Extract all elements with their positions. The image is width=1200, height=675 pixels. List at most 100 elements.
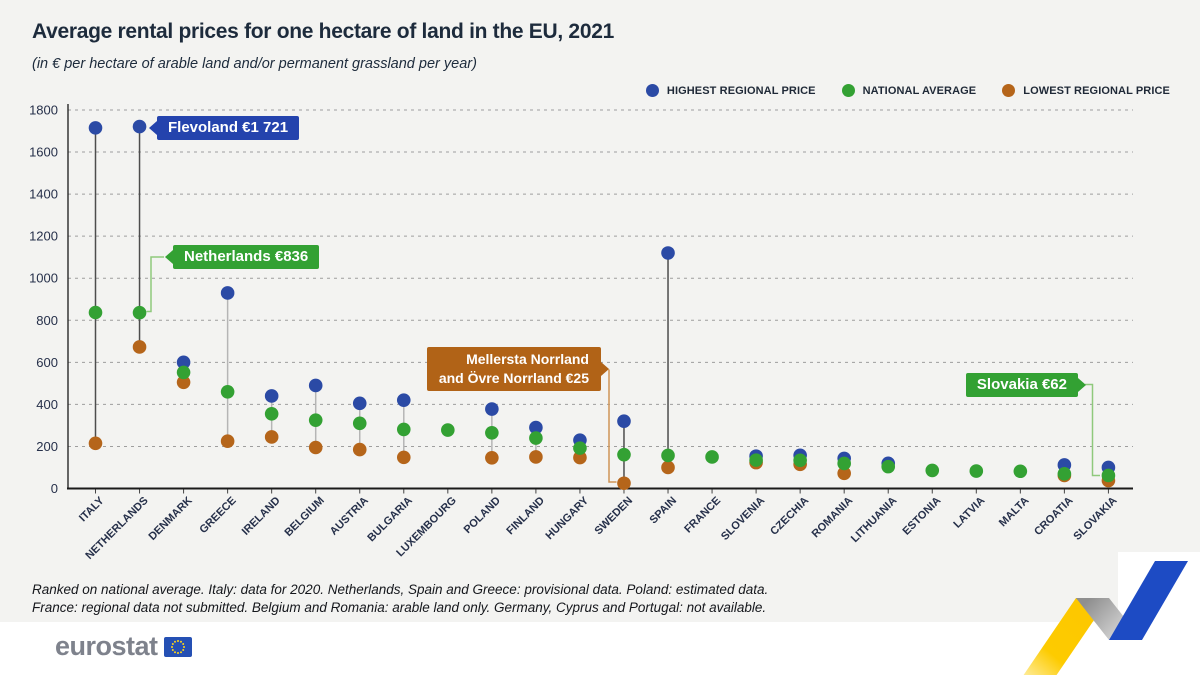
lowest-regional-price-dot-sweden [617, 476, 631, 491]
y-tick-label: 400 [36, 397, 58, 412]
legend-item: NATIONAL AVERAGE [841, 84, 977, 97]
y-tick-label: 600 [36, 355, 58, 370]
footnote-line-2: France: regional data not submitted. Bel… [32, 600, 767, 615]
x-category-label: ESTONIA [900, 495, 943, 538]
national-average-dot-slovakia [1101, 468, 1116, 483]
flag-star [171, 642, 174, 645]
x-category-label: LITHUANIA [849, 495, 899, 545]
lowest-regional-price-dot-romania [837, 466, 851, 481]
national-average-dot-finland [529, 431, 543, 445]
national-average-dot-austria [352, 416, 367, 431]
x-category-label: SLOVENIA [719, 495, 767, 543]
x-category-label: HUNGARY [544, 494, 592, 542]
national-average-dot-czechia [793, 453, 807, 468]
callout-text: Flevoland €1 721 [168, 119, 289, 136]
eurostat-logo: eurostat [55, 631, 192, 662]
callout-arrow-icon [165, 250, 173, 264]
canvas-background [0, 0, 1200, 622]
lowest-regional-price-dot-poland [485, 450, 499, 465]
callout-slovakia: Slovakia €62 [965, 373, 1086, 397]
lowest-regional-price-dot-netherlands [132, 340, 147, 354]
national-average-dot-estonia [925, 463, 940, 478]
highest-regional-price-dot-austria [352, 396, 367, 411]
flag-star [173, 640, 176, 643]
y-tick-label: 1800 [29, 103, 58, 118]
highest-regional-price-dot-sweden [617, 414, 631, 429]
x-category-label: IRELAND [240, 495, 283, 538]
national-average-dot-malta [1013, 464, 1028, 479]
lowest-regional-price-dot-bulgaria [396, 450, 411, 465]
x-category-label: FRANCE [682, 495, 723, 536]
legend-label: NATIONAL AVERAGE [862, 84, 977, 97]
y-tick-label: 0 [51, 481, 58, 496]
x-category-label: BELGIUM [282, 495, 326, 539]
flag-star [179, 640, 182, 643]
x-category-label: ROMANIA [810, 495, 856, 541]
x-category-label: FINLAND [504, 495, 547, 538]
national-average-dot-lithuania [881, 459, 896, 474]
flag-star [170, 645, 173, 648]
y-tick-label: 200 [36, 439, 58, 454]
flag-star [181, 642, 184, 645]
flag-star [176, 639, 179, 642]
national-average-dot-romania [837, 456, 851, 471]
flag-star [173, 650, 176, 653]
national-average-dot-denmark [176, 365, 191, 380]
page-title: Average rental prices for one hectare of… [32, 20, 614, 43]
national-average-dot-latvia [969, 464, 984, 478]
flag-star [171, 648, 174, 651]
callout-sweden: Mellersta Norrland and Övre Norrland €25 [426, 347, 609, 391]
legend-item: HIGHEST REGIONAL PRICE [645, 84, 816, 97]
lowest-regional-price-dot-hungary [573, 450, 587, 465]
x-category-label: SLOVAKIA [1071, 495, 1119, 543]
callout-text: Mellersta Norrland [466, 351, 589, 367]
national-average-dot-slovenia [749, 453, 763, 467]
national-average-dot-greece [220, 384, 235, 399]
chart-legend: HIGHEST REGIONAL PRICE NATIONAL AVERAGE LO… [645, 84, 1170, 97]
callout-connector [146, 256, 164, 313]
y-tick-label: 1600 [29, 145, 58, 160]
callout-arrow-icon [149, 121, 157, 135]
legend-item: LOWEST REGIONAL PRICE [1002, 84, 1170, 97]
national-average-dot-france [705, 450, 719, 464]
flag-star [181, 648, 184, 651]
y-tick-label: 1400 [29, 187, 58, 202]
eurostat-wordmark: eurostat [55, 631, 158, 661]
flag-star [176, 651, 179, 654]
page-subtitle: (in € per hectare of arable land and/or … [32, 56, 477, 72]
callout-text: and Övre Norrland €25 [438, 370, 589, 386]
national-average-dot-hungary [573, 441, 587, 455]
highest-regional-price-dot-italy [88, 121, 103, 135]
x-category-label: MALTA [997, 495, 1032, 530]
lowest-regional-price-dot-greece [220, 434, 235, 448]
y-tick-label: 1200 [29, 229, 58, 244]
national-average-dot-poland [485, 425, 499, 440]
x-category-label: CZECHIA [768, 495, 811, 538]
national-average-dot-ireland [264, 407, 279, 421]
highest-regional-price-dot-finland [529, 420, 543, 435]
highest-regional-price-dot-greece [220, 286, 235, 300]
x-category-label: CROATIA [1032, 495, 1075, 538]
footnote-line-1: Ranked on national average. Italy: data … [32, 582, 769, 597]
national-average-dot-italy [88, 305, 103, 320]
legend-dot-icon [1002, 84, 1016, 97]
callout-connector [1085, 383, 1100, 477]
lowest-regional-price-dot-ireland [264, 430, 279, 444]
eu-flag-icon [163, 636, 192, 657]
x-category-label: LATVIA [951, 495, 987, 531]
highest-regional-price-dot-bulgaria [396, 393, 411, 407]
x-category-label: ITALY [77, 494, 107, 524]
x-category-label: SWEDEN [592, 495, 635, 538]
lowest-regional-price-dot-spain [661, 460, 675, 475]
legend-label: HIGHEST REGIONAL PRICE [666, 84, 816, 97]
lowest-regional-price-dot-belgium [308, 440, 323, 455]
lowest-regional-price-dot-italy [88, 436, 103, 451]
callout-connector [608, 369, 617, 483]
national-average-dot-sweden [617, 447, 631, 462]
x-category-label: DENMARK [146, 495, 194, 543]
national-average-dot-bulgaria [396, 422, 411, 437]
national-average-dot-netherlands [132, 305, 147, 320]
flag-star [179, 650, 182, 653]
